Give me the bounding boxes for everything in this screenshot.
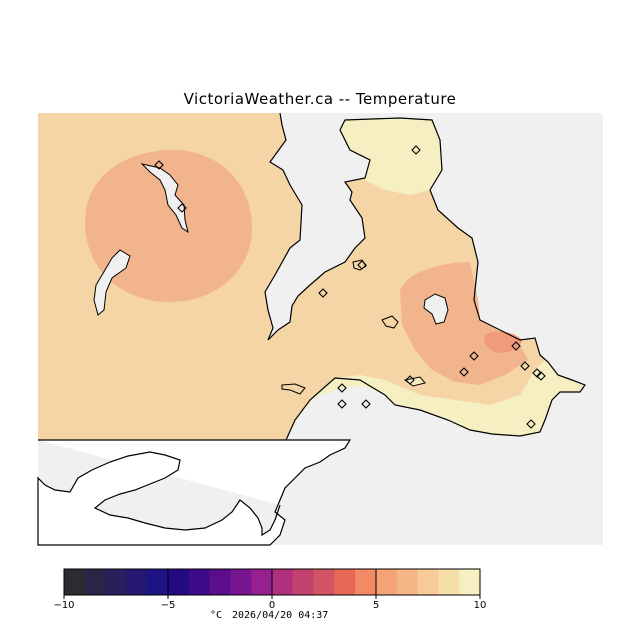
legend-tick-label: 5: [373, 600, 379, 611]
station-marker[interactable]: [405, 375, 415, 385]
warm-zone-east: [400, 262, 528, 385]
legend-bin: [230, 569, 252, 595]
legend-bin: [188, 569, 211, 595]
legend-tick-label: −10: [53, 600, 74, 611]
station-marker[interactable]: [177, 203, 187, 213]
station-marker[interactable]: [361, 399, 371, 409]
legend-bin: [105, 569, 127, 595]
land-south: [37, 439, 352, 546]
map-title: VictoriaWeather.ca -- Temperature: [183, 90, 457, 108]
station-marker[interactable]: [411, 145, 421, 155]
legend-bin: [251, 569, 273, 595]
station-marker[interactable]: [337, 399, 347, 409]
legend-bin: [209, 569, 231, 595]
legend-timestamp: 2026/04/20 04:37: [232, 610, 328, 621]
legend-bin: [64, 569, 86, 595]
station-marker[interactable]: [337, 383, 347, 393]
legend-bin: [147, 569, 169, 595]
legend-bin: [334, 569, 356, 595]
coastline: [264, 112, 586, 441]
legend-bin: [313, 569, 335, 595]
legend-tick-label: 0: [269, 600, 275, 611]
station-marker[interactable]: [526, 419, 536, 429]
legend-bin: [292, 569, 315, 595]
legend-bin: [417, 569, 439, 595]
legend-bin: [438, 569, 460, 595]
station-marker[interactable]: [318, 288, 328, 298]
legend-bin: [84, 569, 107, 595]
legend-ticks: −10 −5 0 5 10: [53, 569, 486, 611]
legend-bin: [168, 569, 190, 595]
legend-tick-label: 10: [474, 600, 487, 611]
station-marker[interactable]: [357, 260, 367, 270]
station-marker[interactable]: [154, 160, 164, 170]
legend-bin: [376, 569, 398, 595]
legend-bin: [355, 569, 377, 595]
legend-bin: [459, 569, 481, 595]
cool-zone-north: [340, 118, 442, 195]
station-marker[interactable]: [536, 371, 546, 381]
station-markers: [154, 145, 546, 429]
island-small-1: [281, 383, 306, 395]
station-marker[interactable]: [532, 368, 542, 378]
lake-east: [423, 293, 449, 325]
legend-tick-label: −5: [161, 600, 176, 611]
legend-unit: °C: [210, 610, 222, 621]
station-marker[interactable]: [511, 341, 521, 351]
station-marker[interactable]: [469, 351, 479, 361]
legend-bin: [272, 569, 294, 595]
lake-north: [140, 163, 189, 234]
station-marker[interactable]: [520, 361, 530, 371]
legend-color-bins: [63, 568, 481, 596]
lake-west: [93, 249, 131, 316]
island-small-2: [381, 315, 399, 329]
legend-bin: [126, 569, 148, 595]
station-marker[interactable]: [459, 367, 469, 377]
legend-bin: [396, 569, 419, 595]
